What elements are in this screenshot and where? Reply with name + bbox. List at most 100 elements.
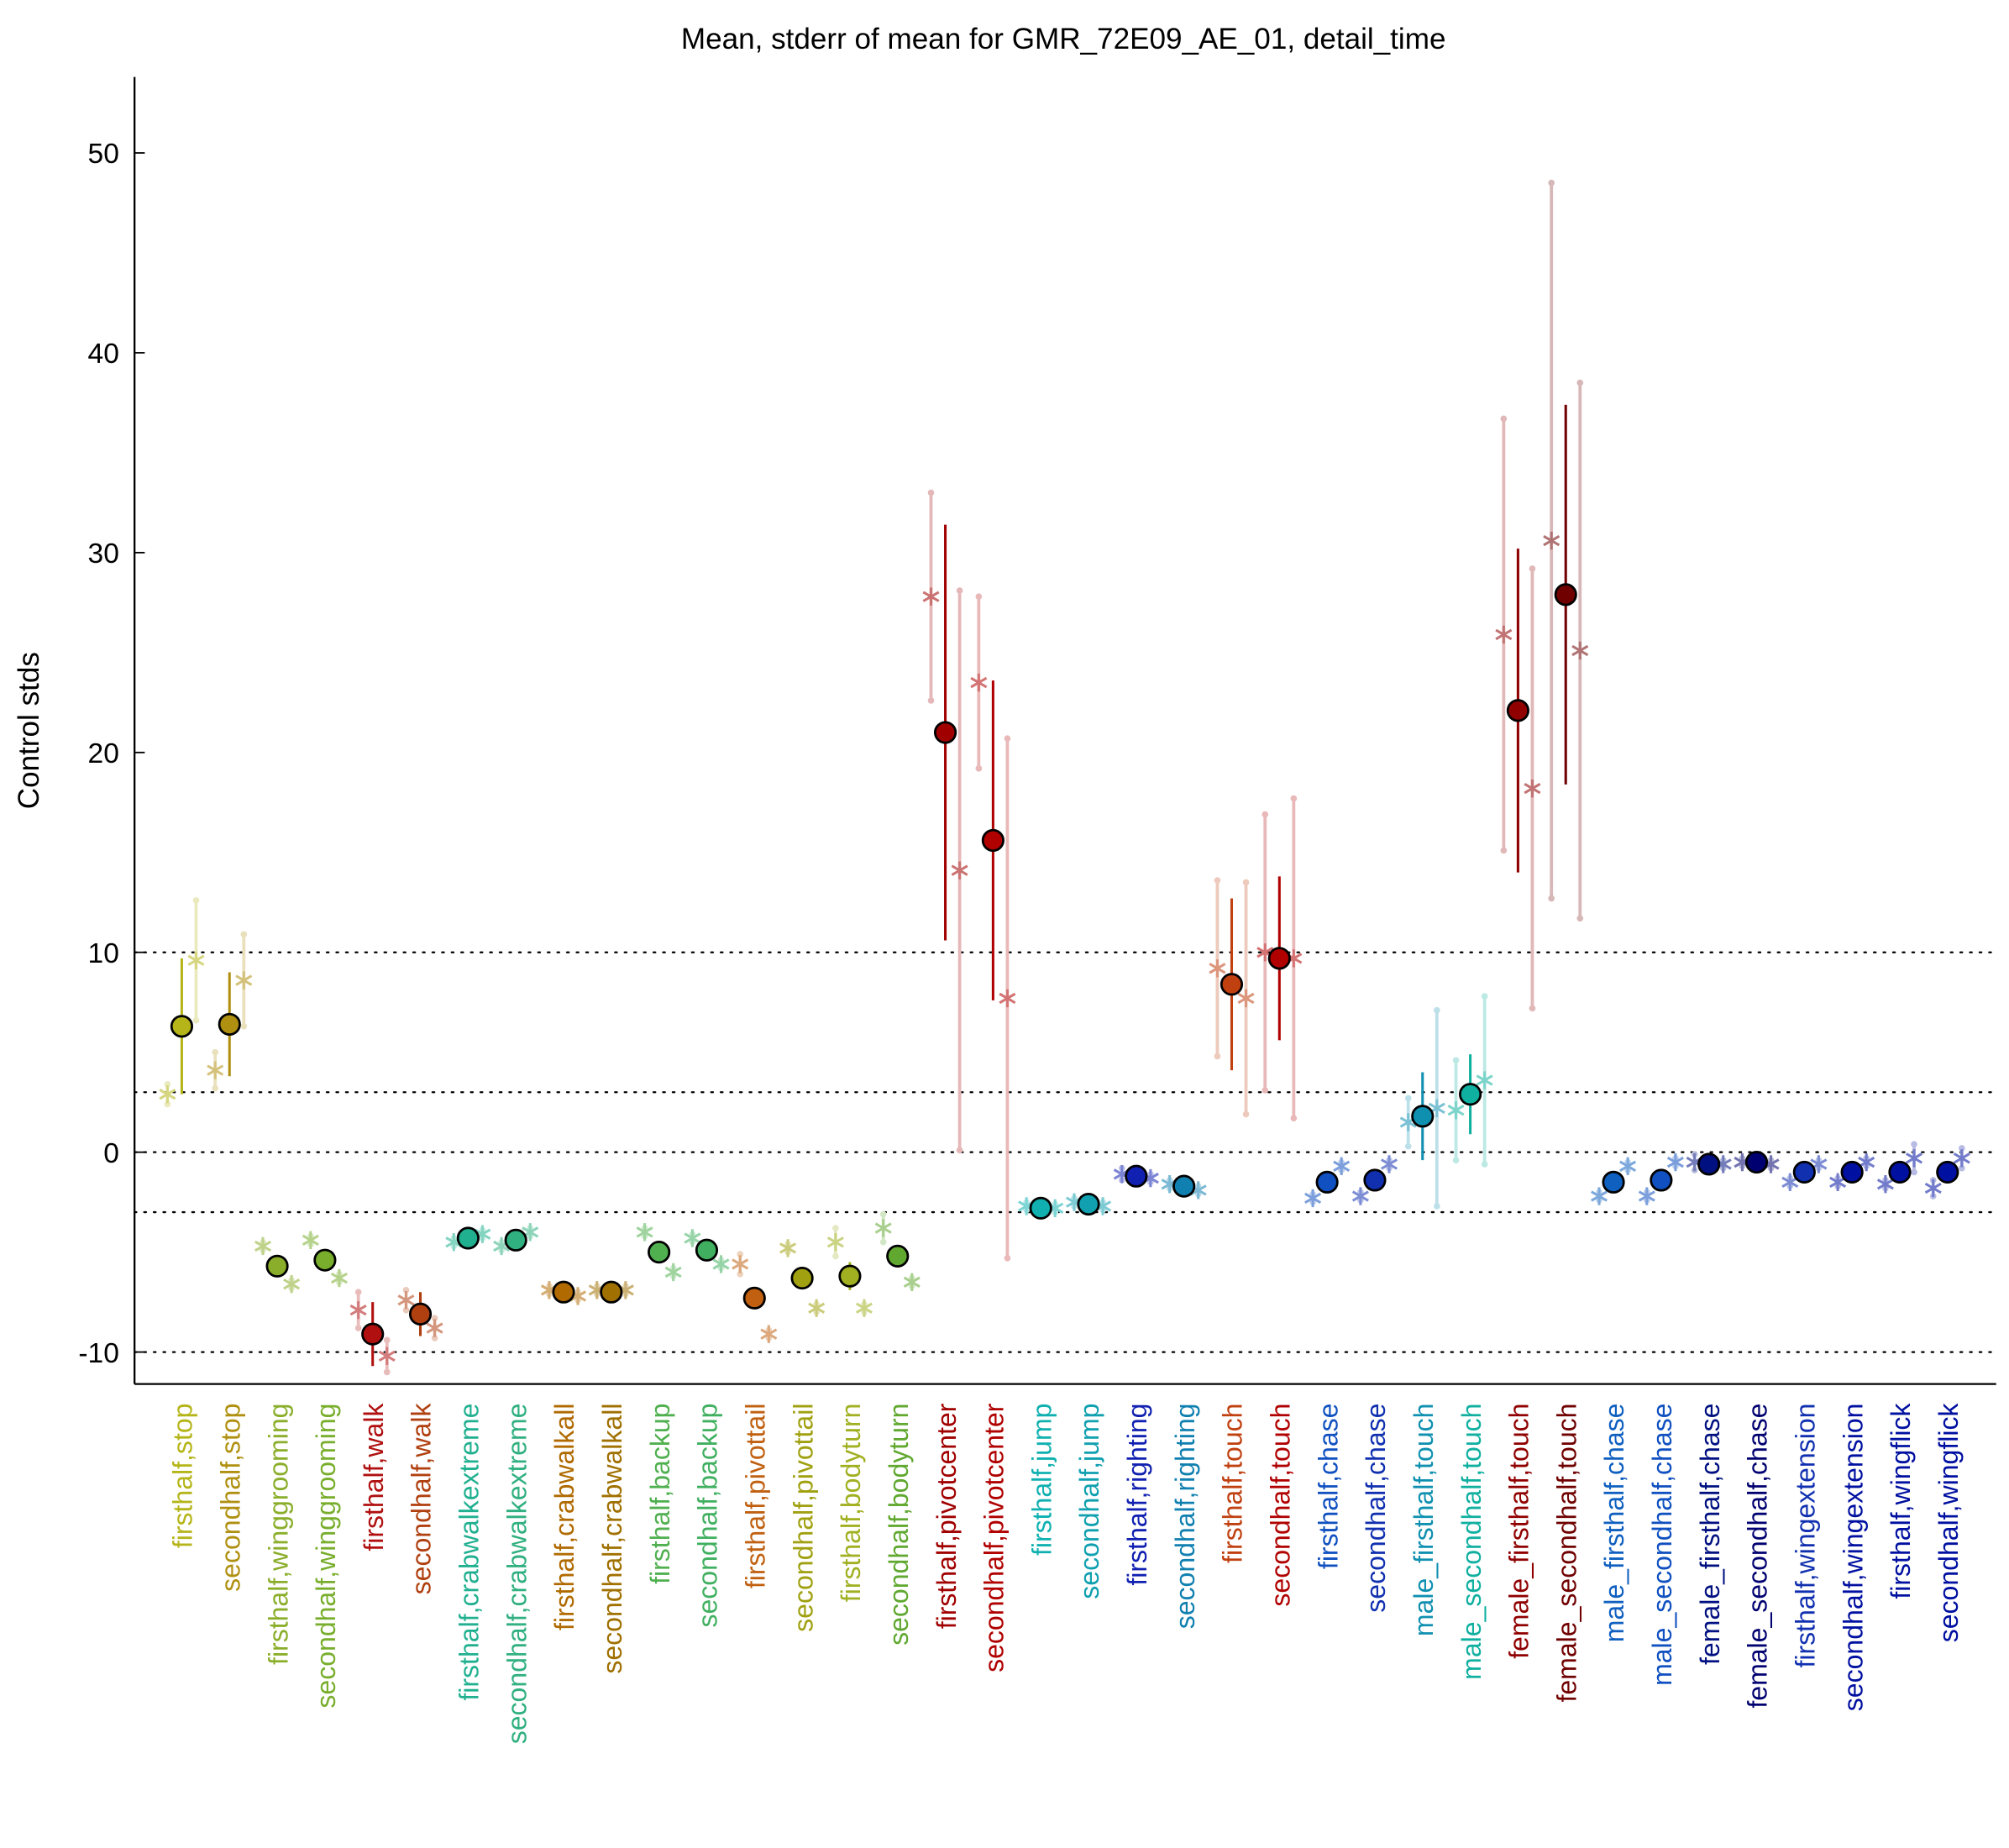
error-end xyxy=(1433,1006,1440,1014)
x-tick-label: secondhalf,pivotcenter xyxy=(979,1403,1010,1672)
asterisk-point xyxy=(1237,989,1255,1008)
asterisk-point xyxy=(760,1325,778,1343)
asterisk-point xyxy=(1476,1071,1493,1089)
x-tick-label: secondhalf,crabwalkextreme xyxy=(501,1404,532,1745)
error-end xyxy=(1242,879,1250,886)
asterisk-point xyxy=(426,1319,443,1337)
error-end xyxy=(212,1084,219,1092)
error-end xyxy=(1481,993,1488,1000)
mean-point xyxy=(1077,1192,1100,1216)
error-end xyxy=(1452,1157,1460,1163)
asterisk-point xyxy=(1209,959,1226,978)
y-tick-label: 40 xyxy=(88,339,119,370)
x-tick-label: firsthalf,pivottail xyxy=(740,1404,770,1589)
error-end xyxy=(1004,735,1011,742)
error-end xyxy=(1576,915,1584,922)
error-end xyxy=(1262,1087,1269,1094)
y-axis-label: Control stds xyxy=(13,652,45,809)
x-tick-label: secondhalf,stop xyxy=(215,1404,245,1592)
x-tick-label: firsthalf,wingflick xyxy=(1886,1403,1916,1599)
x-tick-label: firsthalf,crabwalkall xyxy=(549,1404,580,1630)
error-end xyxy=(1911,1168,1917,1176)
asterisk-point xyxy=(808,1299,826,1317)
error-end xyxy=(1404,1095,1412,1102)
asterisk-point xyxy=(712,1255,730,1273)
error-end xyxy=(975,593,983,601)
mean-point xyxy=(886,1244,910,1268)
x-tick-label: secondhalf,wingflick xyxy=(1933,1403,1964,1643)
x-tick-label: female_firsthalf,touch xyxy=(1504,1404,1534,1659)
error-end xyxy=(1452,1057,1460,1064)
error-end xyxy=(164,1080,171,1088)
mean-point xyxy=(1459,1083,1482,1106)
error-end xyxy=(1004,1254,1011,1262)
y-tick-label: 20 xyxy=(88,738,119,769)
mean-point xyxy=(1267,947,1291,970)
mean-point xyxy=(648,1241,671,1264)
asterisk-point xyxy=(1590,1187,1608,1205)
mean-point xyxy=(1125,1164,1148,1188)
mean-point xyxy=(600,1280,623,1304)
x-tick-label: male_secondhalf,chase xyxy=(1647,1404,1677,1686)
error-end xyxy=(402,1287,410,1294)
asterisk-point xyxy=(1495,625,1513,644)
error-end xyxy=(1548,895,1555,902)
error-end xyxy=(832,1225,839,1231)
error-end xyxy=(1433,1203,1440,1210)
asterisk-point xyxy=(1524,779,1541,798)
asterisk-point xyxy=(1333,1157,1351,1175)
error-end xyxy=(1959,1145,1965,1152)
x-tick-label: firsthalf,backup xyxy=(645,1404,675,1584)
x-tick-label: firsthalf,pivotcenter xyxy=(931,1403,962,1629)
mean-point xyxy=(1840,1160,1864,1184)
x-tick-label: male_secondhalf,touch xyxy=(1456,1404,1487,1680)
mean-point xyxy=(408,1302,433,1326)
asterisk-point xyxy=(1905,1149,1923,1168)
x-tick-label: secondhalf,pivottail xyxy=(788,1404,818,1632)
error-end xyxy=(1242,1110,1250,1118)
asterisk-point xyxy=(1829,1173,1847,1192)
asterisk-point xyxy=(1619,1157,1637,1175)
asterisk-point xyxy=(779,1239,797,1257)
asterisk-point xyxy=(999,989,1016,1008)
asterisk-point xyxy=(855,1299,873,1317)
y-tick-label: 0 xyxy=(103,1138,119,1169)
mean-point xyxy=(1744,1150,1769,1174)
error-end xyxy=(832,1252,839,1260)
asterisk-point xyxy=(1638,1187,1655,1205)
mean-point xyxy=(1411,1105,1435,1128)
mean-point xyxy=(1172,1174,1196,1198)
error-end xyxy=(240,1022,248,1030)
mean-point xyxy=(1650,1168,1673,1192)
mean-point xyxy=(1697,1152,1721,1176)
chart-title: Mean, stderr of mean for GMR_72E09_AE_01… xyxy=(681,23,1446,55)
asterisk-point xyxy=(349,1300,367,1320)
mean-point xyxy=(1315,1170,1339,1194)
asterisk-point xyxy=(1781,1173,1799,1192)
x-tick-label: secondhalf,wingextension xyxy=(1838,1404,1868,1712)
error-end xyxy=(212,1048,219,1056)
error-end xyxy=(879,1238,887,1246)
asterisk-point xyxy=(1858,1152,1875,1172)
asterisk-point xyxy=(951,861,968,879)
y-tick-label: 10 xyxy=(88,938,119,969)
error-end xyxy=(737,1270,744,1278)
y-tick-label: 50 xyxy=(88,139,119,170)
asterisk-point xyxy=(1571,641,1589,660)
mean-point xyxy=(933,721,957,744)
asterisk-point xyxy=(159,1084,176,1104)
asterisk-point xyxy=(1543,531,1561,550)
error-end xyxy=(1404,1142,1412,1150)
x-tick-label: firsthalf,winggrooming xyxy=(263,1404,293,1665)
x-tick-label: firsthalf,crabwalkextreme xyxy=(454,1404,485,1701)
error-end xyxy=(192,897,200,904)
mean-point xyxy=(313,1248,337,1272)
x-tick-label: firsthalf,bodyturn xyxy=(836,1404,866,1603)
x-tick-label: firsthalf,jump xyxy=(1026,1404,1057,1556)
asterisk-point xyxy=(254,1236,272,1256)
mean-point xyxy=(218,1012,241,1036)
y-tick-label: 30 xyxy=(88,538,119,570)
y-tick-label: -10 xyxy=(78,1338,119,1369)
